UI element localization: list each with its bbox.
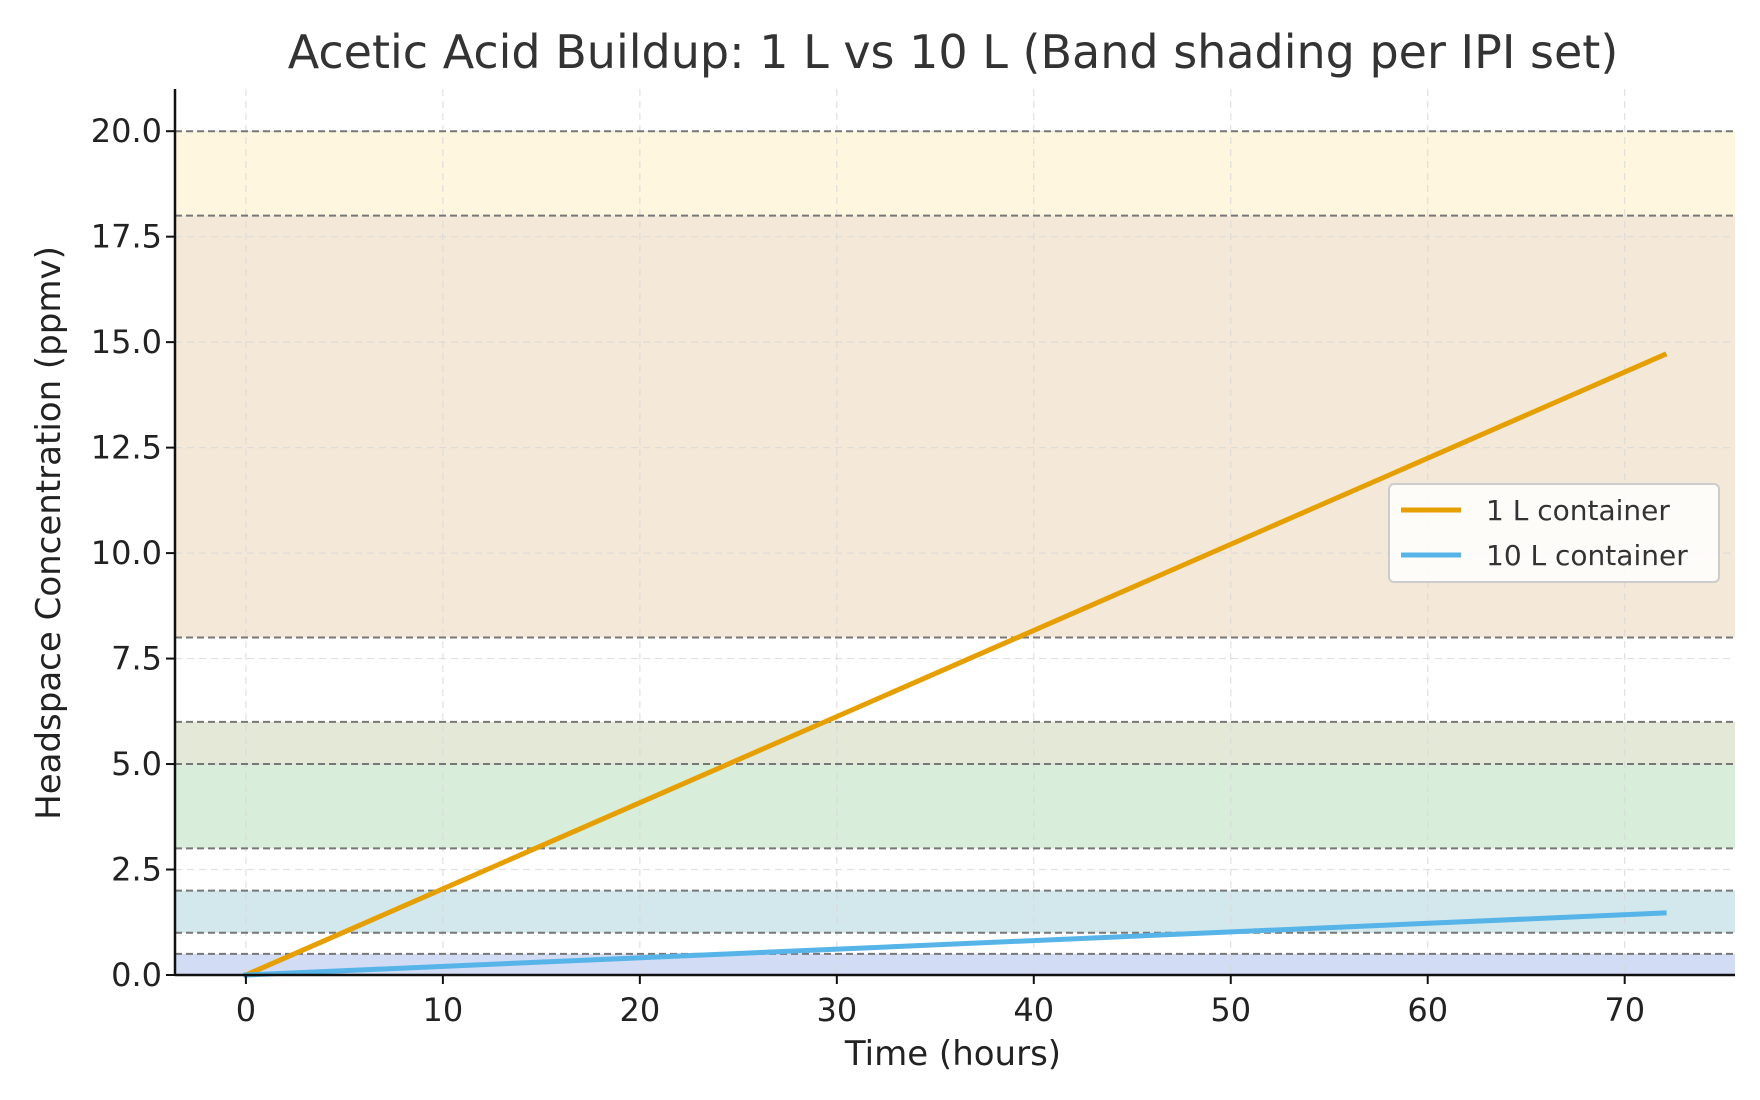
y-tick-label: 7.5: [111, 640, 162, 678]
y-tick-label: 5.0: [111, 745, 162, 783]
legend-label-2: 10 L container: [1486, 539, 1688, 572]
y-tick-label: 2.5: [111, 851, 162, 889]
y-tick-label: 15.0: [91, 323, 162, 361]
x-tick-label: 20: [619, 991, 660, 1029]
series-lines: [242, 351, 1668, 979]
x-tick-label: 40: [1013, 991, 1054, 1029]
x-tick-label: 0: [236, 991, 256, 1029]
legend-label-1: 1 L container: [1486, 494, 1670, 527]
x-tick-label: 60: [1407, 991, 1448, 1029]
y-tick-label: 17.5: [91, 218, 162, 256]
band-2: [175, 764, 1735, 849]
series-line-2: [243, 910, 1667, 978]
band-0: [175, 953, 1735, 975]
band-1: [175, 890, 1735, 933]
chart-title: Acetic Acid Buildup: 1 L vs 10 L (Band s…: [288, 25, 1619, 79]
series-line-1: [242, 351, 1668, 979]
y-tick-label: 10.0: [91, 534, 162, 572]
x-axis-label: Time (hours): [844, 1034, 1061, 1074]
band-3: [175, 721, 1735, 765]
y-tick-label: 20.0: [91, 112, 162, 150]
legend-box: [1388, 483, 1720, 583]
x-axis-ticks: 0 10 20 30 40 50 60 70: [236, 975, 1645, 1029]
y-tick-label: 12.5: [91, 429, 162, 467]
legend: 1 L container 10 L container: [1388, 483, 1720, 583]
grid: [175, 89, 1735, 976]
y-axis-ticks: 0.0 2.5 5.0 7.5 10.0 12.5 15.0 17.5 20.0: [91, 112, 175, 994]
y-tick-label: 0.0: [111, 956, 162, 994]
y-axis-label: Headspace Concentration (ppmv): [29, 246, 69, 820]
band-5: [175, 131, 1735, 216]
x-tick-label: 70: [1604, 991, 1645, 1029]
x-tick-label: 30: [816, 991, 857, 1029]
x-tick-label: 10: [423, 991, 464, 1029]
x-tick-label: 50: [1210, 991, 1251, 1029]
